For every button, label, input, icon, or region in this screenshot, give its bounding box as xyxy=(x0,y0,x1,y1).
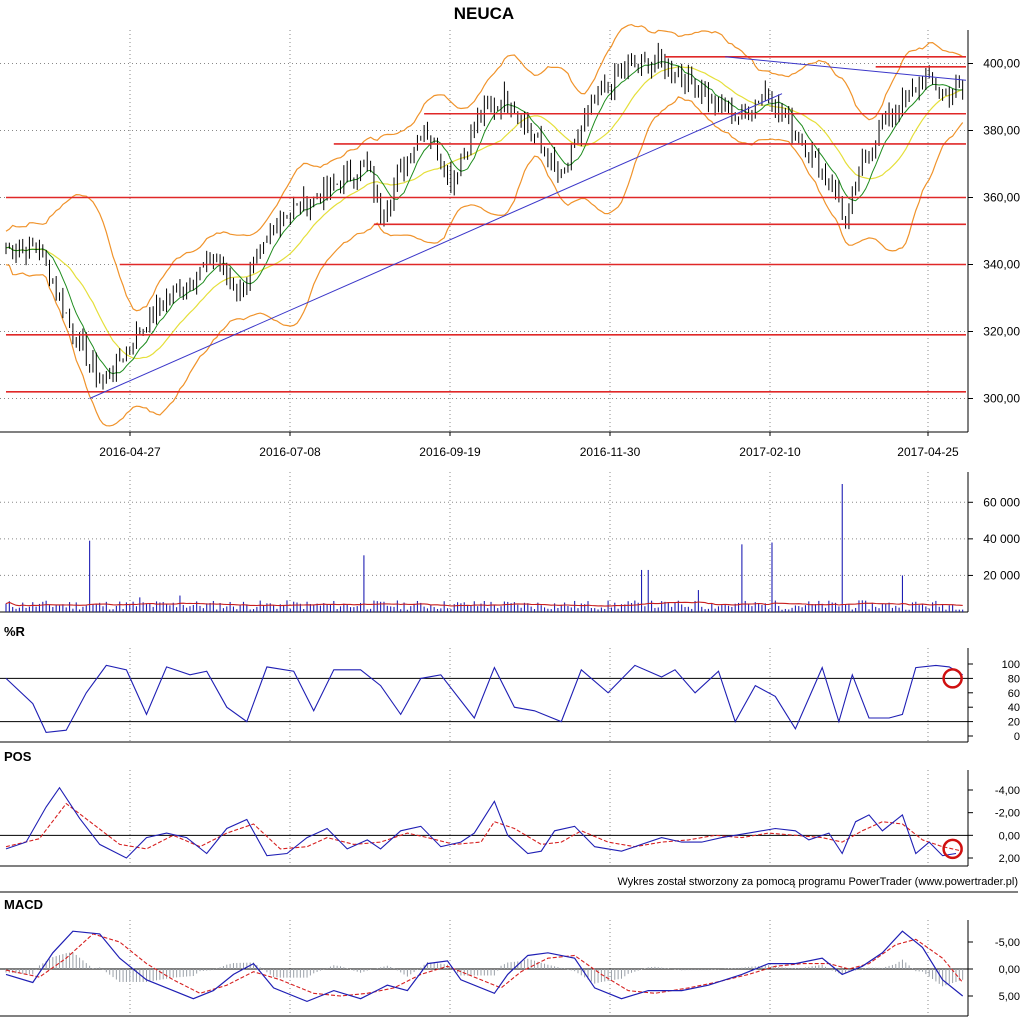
williams-r-label: %R xyxy=(4,624,26,639)
volume-panel: 60 000 40 000 20 000 xyxy=(0,472,1020,613)
macd-line xyxy=(5,930,964,1003)
credit-text: Wykres został stworzony za pomocą progra… xyxy=(617,876,1018,888)
price-ytick-label-4: 320,00 xyxy=(983,325,1020,339)
pos-ytick-label-0: 2,00 xyxy=(999,853,1020,865)
macd-label: MACD xyxy=(4,897,43,912)
pos-ytick-label-1: 0,00 xyxy=(999,830,1020,842)
price-ytick-label-3: 340,00 xyxy=(983,258,1020,272)
x-tick-label-2: 2016-09-19 xyxy=(419,445,481,459)
moving-average-short xyxy=(5,61,963,375)
macd-ytick-label-1: 0,00 xyxy=(999,964,1020,976)
price-ytick-label-0: 400,00 xyxy=(983,57,1020,71)
wr-ytick-label-3: 40 xyxy=(1008,702,1020,714)
wr-ytick-label-1: 80 xyxy=(1008,673,1020,685)
volume-ytick-label-1: 40 000 xyxy=(983,532,1020,546)
trendline-0 xyxy=(89,93,783,399)
pos-panel: 2,00 0,00 -2,00 -4,00 xyxy=(0,770,1020,893)
macd-signal-line xyxy=(5,933,964,997)
price-ytick-label-2: 360,00 xyxy=(983,191,1020,205)
wr-ytick-label-5: 0 xyxy=(1014,731,1020,743)
williams-r-panel: 100 80 60 40 20 0 xyxy=(0,648,1020,743)
williams-r-marker-circle xyxy=(942,668,963,689)
x-tick-label-4: 2017-02-10 xyxy=(739,445,801,459)
wr-ytick-label-2: 60 xyxy=(1008,688,1020,700)
pos-marker-circle xyxy=(942,838,963,860)
bollinger-lower xyxy=(5,96,964,427)
bollinger-upper xyxy=(5,23,964,312)
x-tick-label-3: 2016-11-30 xyxy=(580,445,641,459)
chart-title: NEUCA xyxy=(454,4,514,23)
pos-label: POS xyxy=(4,749,32,764)
trendline-1 xyxy=(725,56,967,81)
macd-ytick-label-0: 5,00 xyxy=(999,991,1020,1003)
wr-ytick-label-0: 100 xyxy=(1002,659,1020,671)
williams-r-line xyxy=(5,664,963,733)
x-tick-label-0: 2016-04-27 xyxy=(99,445,161,459)
pos-line xyxy=(5,786,957,859)
moving-average-long xyxy=(5,65,963,360)
price-ytick-label-1: 380,00 xyxy=(983,124,1020,138)
x-tick-label-1: 2016-07-08 xyxy=(259,445,321,459)
volume-ytick-label-2: 20 000 xyxy=(983,568,1020,582)
pos-signal-line xyxy=(5,802,963,852)
volume-ytick-label-0: 60 000 xyxy=(983,495,1020,509)
volume-average-line xyxy=(5,601,963,607)
macd-ytick-label-2: -5,00 xyxy=(995,937,1020,949)
wr-ytick-label-4: 20 xyxy=(1008,717,1020,729)
x-tick-label-5: 2017-04-25 xyxy=(897,445,959,459)
price-panel: 400,00 380,00 360,00 340,00 320,00 300,00 2016… xyxy=(0,23,1020,459)
macd-panel: 5,00 0,00 -5,00 xyxy=(0,920,1020,1017)
pos-ytick-label-2: -2,00 xyxy=(995,808,1020,820)
price-ytick-label-5: 300,00 xyxy=(983,392,1020,406)
pos-ytick-label-3: -4,00 xyxy=(995,785,1020,797)
